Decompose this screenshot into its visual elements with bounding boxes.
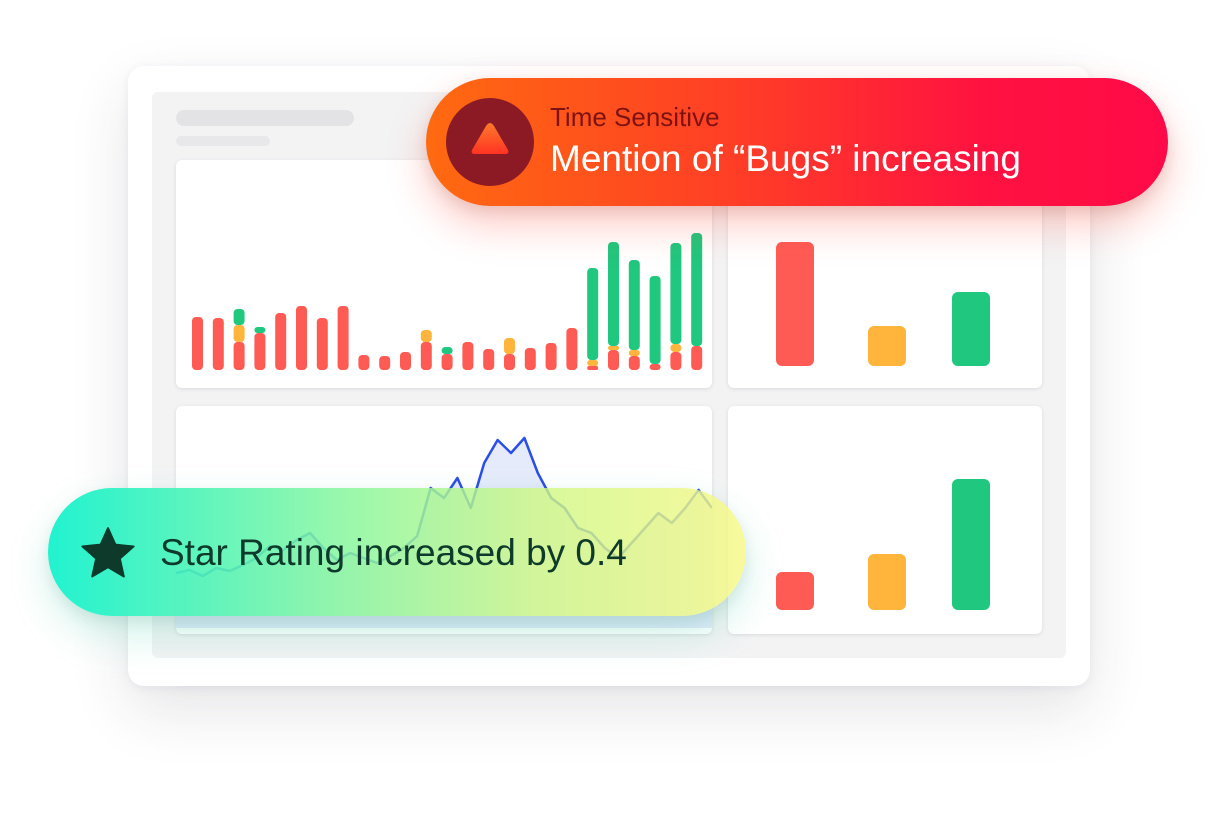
title-placeholder bbox=[176, 110, 354, 126]
bar-segment bbox=[587, 366, 599, 370]
bar bbox=[952, 292, 990, 366]
bar-segment bbox=[691, 346, 703, 370]
bar-segment bbox=[420, 330, 432, 342]
bar-segment bbox=[254, 327, 266, 333]
bar-chart-card-bottom bbox=[728, 406, 1042, 634]
bar-segment bbox=[441, 354, 453, 370]
bar bbox=[776, 572, 814, 610]
bar-segment bbox=[379, 356, 391, 370]
alert-eyebrow: Time Sensitive bbox=[550, 102, 720, 132]
alert-title: Mention of “Bugs” increasing bbox=[550, 138, 1021, 179]
bar-segment bbox=[233, 309, 245, 325]
bar-segment bbox=[545, 343, 557, 370]
bar-segment bbox=[337, 306, 349, 370]
bar-segment bbox=[587, 268, 599, 360]
bar-segment bbox=[691, 233, 703, 346]
bar-segment bbox=[254, 333, 266, 370]
bar-segment bbox=[462, 342, 474, 370]
alert-title: Star Rating increased by 0.4 bbox=[160, 532, 627, 573]
bar-segment bbox=[670, 243, 682, 344]
bar-segment bbox=[608, 346, 619, 350]
bar-segment bbox=[628, 260, 640, 350]
bar-segment bbox=[587, 360, 599, 366]
bar-chart-top bbox=[776, 242, 990, 366]
bar-segment bbox=[670, 344, 682, 352]
star-icon bbox=[81, 527, 135, 578]
bar-segment bbox=[608, 242, 619, 346]
bar-segment bbox=[670, 352, 682, 370]
alert-icon-badge bbox=[446, 98, 534, 186]
stacked-bar-chart-card bbox=[176, 160, 712, 388]
bar bbox=[868, 326, 906, 366]
bar-segment bbox=[275, 313, 287, 370]
bar-segment bbox=[483, 349, 495, 370]
bar-segment bbox=[233, 325, 245, 342]
bar-segment bbox=[566, 328, 578, 370]
bar-segment bbox=[504, 354, 515, 370]
bar bbox=[952, 479, 990, 610]
bar-segment bbox=[628, 356, 640, 370]
bar-segment bbox=[524, 348, 536, 370]
bar-segment bbox=[649, 364, 661, 370]
bar-segment bbox=[233, 342, 245, 370]
bar bbox=[776, 242, 814, 366]
bar-segment bbox=[296, 306, 307, 370]
bar-segment bbox=[400, 352, 411, 370]
bar-segment bbox=[420, 342, 432, 370]
bar-segment bbox=[358, 355, 370, 370]
bar-segment bbox=[212, 318, 224, 370]
bar-segment bbox=[628, 350, 640, 356]
star-rating-alert[interactable]: Star Rating increased by 0.4 bbox=[48, 488, 746, 616]
bar-segment bbox=[608, 350, 619, 370]
bar-segment bbox=[192, 317, 203, 370]
bar-chart-bottom bbox=[776, 479, 990, 610]
stacked-bar-chart bbox=[192, 233, 703, 370]
bar-segment bbox=[649, 276, 661, 364]
subtitle-placeholder bbox=[176, 136, 270, 146]
bar-segment bbox=[504, 338, 515, 354]
triangle-up-icon bbox=[471, 123, 509, 154]
bar-segment bbox=[316, 318, 328, 370]
time-sensitive-alert[interactable]: Time Sensitive Mention of “Bugs” increas… bbox=[426, 78, 1168, 206]
bar-segment bbox=[441, 347, 453, 354]
bar bbox=[868, 554, 906, 610]
